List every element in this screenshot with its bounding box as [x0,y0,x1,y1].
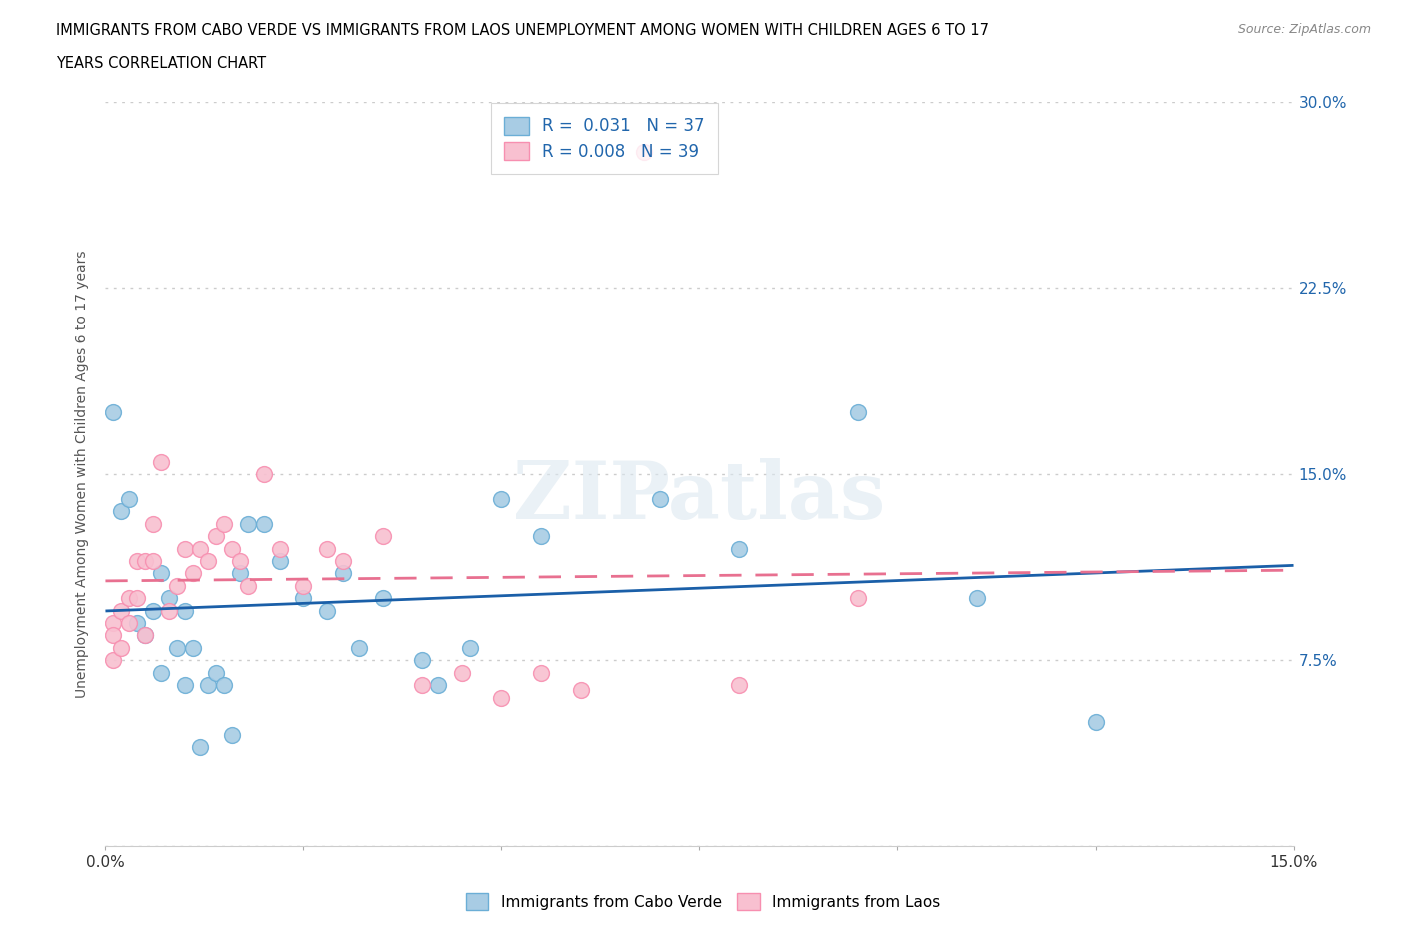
Point [190,541,212,556]
Point [173,541,195,556]
Point [142,604,165,618]
Y-axis label: Unemployment Among Women with Children Ages 6 to 17 years: Unemployment Among Women with Children A… [76,250,90,698]
Point [371,591,394,605]
Point [103,628,125,643]
Point [149,665,172,680]
Legend: R =  0.031   N = 37, R = 0.008   N = 39: R = 0.031 N = 37, R = 0.008 N = 39 [491,103,718,174]
Point [269,541,291,556]
Point [110,504,132,519]
Point [142,553,165,568]
Point [173,678,195,693]
Point [530,665,553,680]
Point [197,678,219,693]
Point [110,604,132,618]
Point [846,405,869,419]
Point [205,529,228,544]
Point [236,578,259,593]
Point [491,492,513,507]
Point [633,144,655,159]
Point [316,541,339,556]
Point [134,628,156,643]
Point [110,641,132,656]
Point [450,665,472,680]
Point [118,492,141,507]
Point [569,683,592,698]
Point [149,455,172,470]
Point [118,591,141,605]
Point [332,553,354,568]
Point [214,678,236,693]
Point [214,516,236,531]
Point [173,604,195,618]
Point [728,678,751,693]
Point [166,641,188,656]
Point [127,553,149,568]
Point [371,529,394,544]
Point [292,578,315,593]
Point [127,616,149,631]
Point [728,541,751,556]
Point [229,553,252,568]
Point [157,604,180,618]
Point [181,566,204,581]
Point [166,578,188,593]
Point [221,541,243,556]
Point [190,739,212,754]
Point [134,553,156,568]
Point [966,591,988,605]
Point [205,665,228,680]
Point [253,467,276,482]
Point [181,641,204,656]
Point [269,553,291,568]
Point [332,566,354,581]
Text: ZIPatlas: ZIPatlas [513,458,886,536]
Point [458,641,481,656]
Point [149,566,172,581]
Text: IMMIGRANTS FROM CABO VERDE VS IMMIGRANTS FROM LAOS UNEMPLOYMENT AMONG WOMEN WITH: IMMIGRANTS FROM CABO VERDE VS IMMIGRANTS… [56,23,990,38]
Point [157,591,180,605]
Point [530,529,553,544]
Point [142,516,165,531]
Point [229,566,252,581]
Point [236,516,259,531]
Point [491,690,513,705]
Point [134,628,156,643]
Point [411,653,433,668]
Point [221,727,243,742]
Text: YEARS CORRELATION CHART: YEARS CORRELATION CHART [56,56,266,71]
Point [103,653,125,668]
Point [127,591,149,605]
Text: Source: ZipAtlas.com: Source: ZipAtlas.com [1237,23,1371,36]
Point [1084,715,1107,730]
Point [292,591,315,605]
Point [846,591,869,605]
Legend: Immigrants from Cabo Verde, Immigrants from Laos: Immigrants from Cabo Verde, Immigrants f… [458,885,948,918]
Point [411,678,433,693]
Point [103,616,125,631]
Point [648,492,671,507]
Point [427,678,450,693]
Point [347,641,370,656]
Point [253,516,276,531]
Point [316,604,339,618]
Point [118,616,141,631]
Point [103,405,125,419]
Point [197,553,219,568]
